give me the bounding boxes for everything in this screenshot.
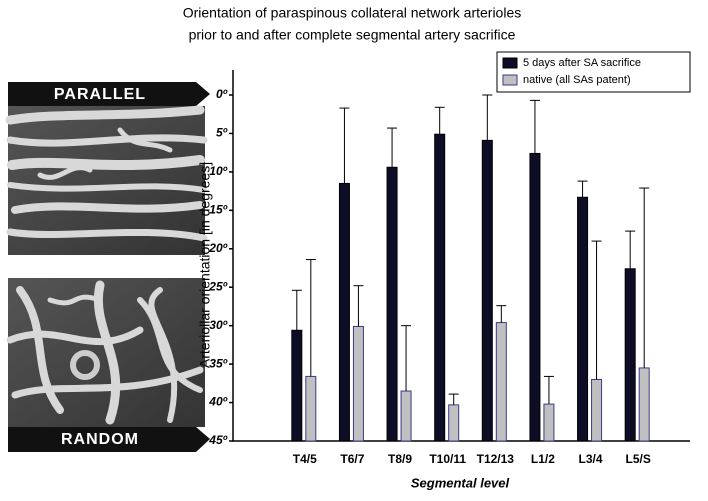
- bar: [638, 367, 650, 442]
- error-bar: [387, 127, 398, 168]
- error-bar: [482, 94, 493, 141]
- bar: [448, 404, 460, 442]
- x-tick-label: L1/2: [531, 452, 555, 466]
- bar: [543, 403, 555, 442]
- bar: [529, 152, 541, 442]
- error-bar: [529, 99, 540, 154]
- error-bar: [401, 325, 412, 392]
- error-bar: [639, 187, 650, 368]
- y-axis-label: Arteriollar orientation [in degrees]: [197, 162, 213, 368]
- y-tick-label: 25º: [208, 279, 227, 293]
- y-tick-label: 40º: [208, 395, 227, 409]
- error-bar: [448, 393, 459, 405]
- bar: [400, 390, 412, 442]
- bar: [624, 268, 636, 442]
- bar: [291, 329, 303, 442]
- x-tick-label: T6/7: [340, 452, 364, 466]
- error-bar: [625, 230, 636, 269]
- error-bar: [291, 289, 302, 331]
- y-tick-label: 0º: [216, 87, 228, 101]
- bar: [577, 196, 589, 442]
- legend-label: 5 days after SA sacrifice: [523, 57, 641, 69]
- banner: [8, 427, 210, 452]
- y-tick-label: 30º: [209, 318, 227, 332]
- bar: [481, 139, 493, 442]
- bar: [591, 378, 603, 442]
- chart-title: Orientation of paraspinous collateral ne…: [183, 5, 522, 21]
- y-tick-label: 15º: [209, 203, 227, 217]
- panel-label: RANDOM: [61, 431, 139, 448]
- y-tick-label: 35º: [209, 356, 227, 370]
- x-tick-label: T12/13: [477, 452, 515, 466]
- bar: [338, 182, 350, 442]
- random-panel: RANDOM: [6, 278, 210, 452]
- y-tick-label: 45º: [208, 433, 227, 447]
- bar: [386, 166, 398, 442]
- panel-label: PARALLEL: [54, 86, 146, 103]
- error-bar: [305, 259, 316, 377]
- x-axis-label: Segmental level: [411, 475, 510, 490]
- legend-label: native (all SAs patent): [523, 74, 631, 86]
- bar: [305, 375, 317, 442]
- parallel-panel: PARALLEL: [5, 82, 210, 255]
- x-tick-label: T4/5: [293, 452, 317, 466]
- legend-swatch: [502, 57, 518, 69]
- error-bar: [434, 106, 445, 135]
- bar: [352, 325, 364, 442]
- chart-subtitle: prior to and after complete segmental ar…: [189, 27, 516, 43]
- y-tick-label: 5º: [216, 126, 228, 140]
- vessels: [6, 280, 204, 425]
- x-tick-label: L5/S: [626, 452, 651, 466]
- x-tick-label: L3/4: [579, 452, 603, 466]
- bar: [495, 322, 507, 442]
- vessels: [5, 105, 208, 242]
- x-tick-label: T8/9: [388, 452, 412, 466]
- error-bar: [353, 285, 364, 327]
- banner: [8, 82, 210, 106]
- legend-box: [496, 51, 691, 93]
- error-bar: [577, 180, 588, 198]
- x-tick-label: T10/11: [429, 452, 466, 466]
- error-bar: [339, 107, 350, 184]
- error-bar: [496, 305, 507, 323]
- y-tick-label: 10º: [209, 164, 227, 178]
- error-bar: [543, 375, 554, 405]
- bar: [434, 133, 446, 442]
- y-tick-label: 20º: [208, 241, 227, 255]
- error-bar: [591, 240, 602, 380]
- legend-swatch: [502, 74, 518, 86]
